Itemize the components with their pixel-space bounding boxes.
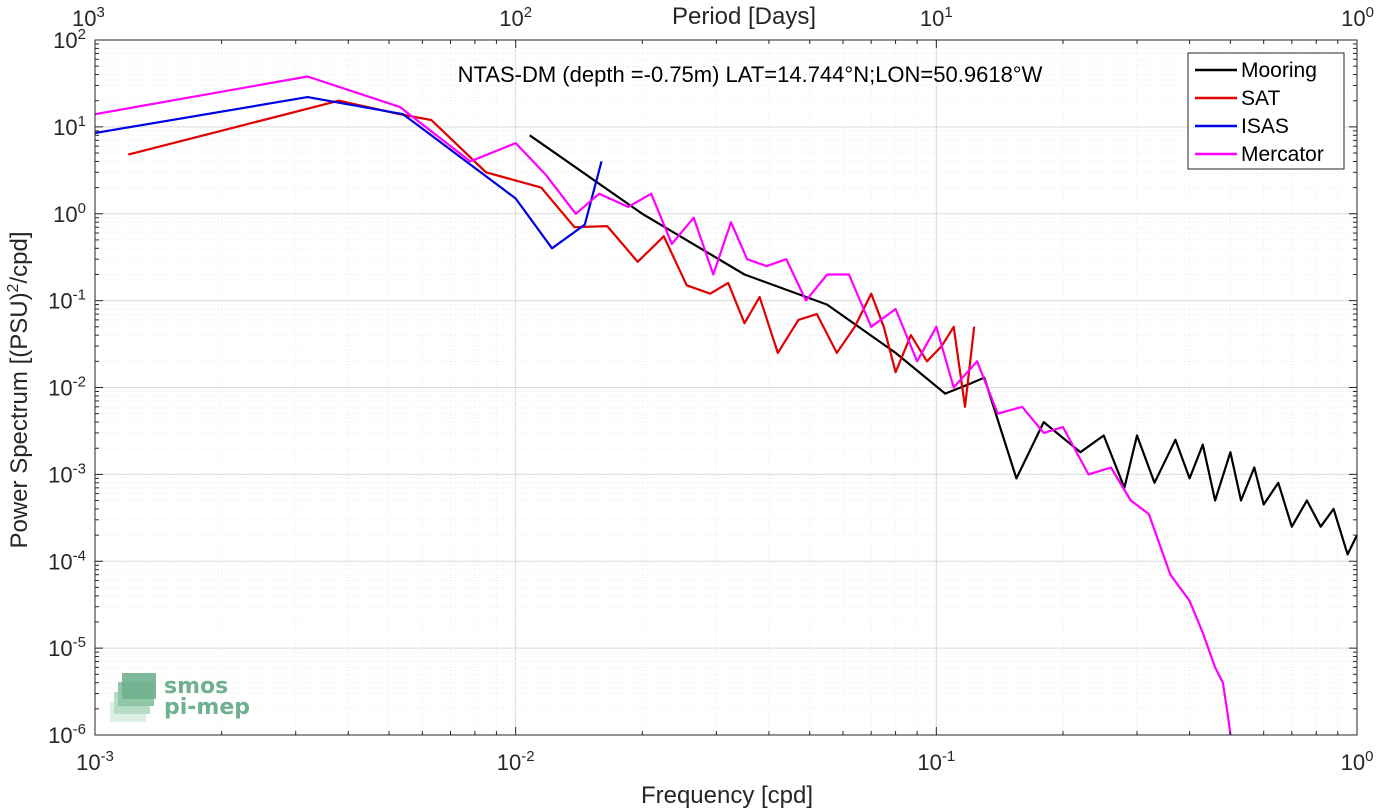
top-tick-label-base: 10 xyxy=(72,6,96,31)
y-tick-label-exp: -4 xyxy=(73,547,86,564)
y-tick-label-base: 10 xyxy=(48,636,72,661)
y-tick-label: 101 xyxy=(53,113,86,140)
svg-text:Power Spectrum [(PSU)2/cpd]: Power Spectrum [(PSU)2/cpd] xyxy=(5,231,33,548)
y-tick-label: 102 xyxy=(53,26,86,53)
top-tick-label-exp: 3 xyxy=(96,4,104,21)
smos-pi-mep-logo: smos pi-mep xyxy=(110,673,250,722)
top-tick-label: 102 xyxy=(499,4,532,31)
x-tick-label: 100 xyxy=(1341,748,1374,775)
y-tick-label-exp: -1 xyxy=(73,287,86,304)
y-tick-label: 10-1 xyxy=(48,287,86,314)
top-tick-label-base: 10 xyxy=(920,6,944,31)
top-tick-label-base: 10 xyxy=(1341,6,1365,31)
y-tick-label-base: 10 xyxy=(48,462,72,487)
top-tick-label-exp: 0 xyxy=(1366,4,1374,21)
x-tick-label: 10-2 xyxy=(497,748,535,775)
x-tick-label-exp: -3 xyxy=(101,748,114,765)
y-tick-label-exp: -5 xyxy=(73,634,86,651)
top-tick-label: 100 xyxy=(1341,4,1374,31)
series-line-mooring xyxy=(529,134,1358,556)
top-tick-label-exp: 2 xyxy=(524,4,532,21)
y-tick-label-base: 10 xyxy=(53,28,77,53)
legend-box xyxy=(1187,52,1345,170)
y-tick-label-base: 10 xyxy=(48,723,72,748)
y-tick-label-base: 10 xyxy=(53,115,77,140)
logo-text-pimep: pi-mep xyxy=(164,695,250,720)
y-axis-label: Power Spectrum [(PSU)2/cpd] xyxy=(5,231,33,548)
x-tick-label-exp: -2 xyxy=(521,748,534,765)
y-axis-label-sup: 2 xyxy=(5,283,22,292)
x-tick-label-exp: -1 xyxy=(942,748,955,765)
legend-label-mooring: Mooring xyxy=(1241,59,1317,82)
x-tick-label: 10-1 xyxy=(917,748,955,775)
y-tick-label-exp: -2 xyxy=(73,374,86,391)
x-tick-label-base: 10 xyxy=(76,750,100,775)
logo-text-smos: smos xyxy=(164,674,228,699)
y-tick-label: 10-4 xyxy=(48,547,86,574)
y-tick-label: 100 xyxy=(53,200,86,227)
x-tick-label-base: 10 xyxy=(1341,750,1365,775)
legend-label-isas: ISAS xyxy=(1241,115,1289,138)
legend-label-sat: SAT xyxy=(1241,87,1280,110)
series-line-mercator xyxy=(94,75,1232,736)
y-tick-label: 10-3 xyxy=(48,460,86,487)
top-tick-label-exp: 1 xyxy=(944,4,952,21)
y-tick-label: 10-6 xyxy=(48,721,86,748)
y-tick-label-exp: 1 xyxy=(78,113,86,130)
top-axis-label: Period [Days] xyxy=(672,3,816,30)
series-line-isas xyxy=(94,95,603,250)
y-tick-label-exp: -3 xyxy=(73,460,86,477)
chart-title: NTAS-DM (depth =-0.75m) LAT=14.744°N;LON… xyxy=(458,62,1043,87)
y-tick-label-base: 10 xyxy=(48,289,72,314)
x-axis-label: Frequency [cpd] xyxy=(641,782,813,809)
y-tick-label-exp: -6 xyxy=(73,721,86,738)
y-tick-label-base: 10 xyxy=(48,376,72,401)
y-tick-label-exp: 0 xyxy=(78,200,86,217)
x-tick-label-exp: 0 xyxy=(1365,748,1373,765)
x-tick-label-base: 10 xyxy=(497,750,521,775)
grid-layer xyxy=(94,40,1357,736)
y-axis-label-tail: /cpd] xyxy=(6,231,33,283)
y-tick-label-base: 10 xyxy=(53,202,77,227)
y-tick-label-base: 10 xyxy=(48,549,72,574)
top-tick-label-base: 10 xyxy=(499,6,523,31)
top-tick-label: 101 xyxy=(920,4,953,31)
y-axis-label-main: Power Spectrum [(PSU) xyxy=(6,292,33,548)
legend-label-mercator: Mercator xyxy=(1241,143,1324,166)
x-tick-label: 10-3 xyxy=(76,748,114,775)
series-layer xyxy=(94,75,1358,736)
x-tick-label-base: 10 xyxy=(917,750,941,775)
y-tick-label-exp: 2 xyxy=(78,26,86,43)
y-tick-label: 10-2 xyxy=(48,374,86,401)
logo-layer-4 xyxy=(122,673,156,699)
legend: Mooring SAT ISAS Mercator xyxy=(1187,52,1345,170)
series-line-sat xyxy=(128,99,976,408)
top-tick-label: 103 xyxy=(72,4,105,31)
y-tick-label: 10-5 xyxy=(48,634,86,661)
